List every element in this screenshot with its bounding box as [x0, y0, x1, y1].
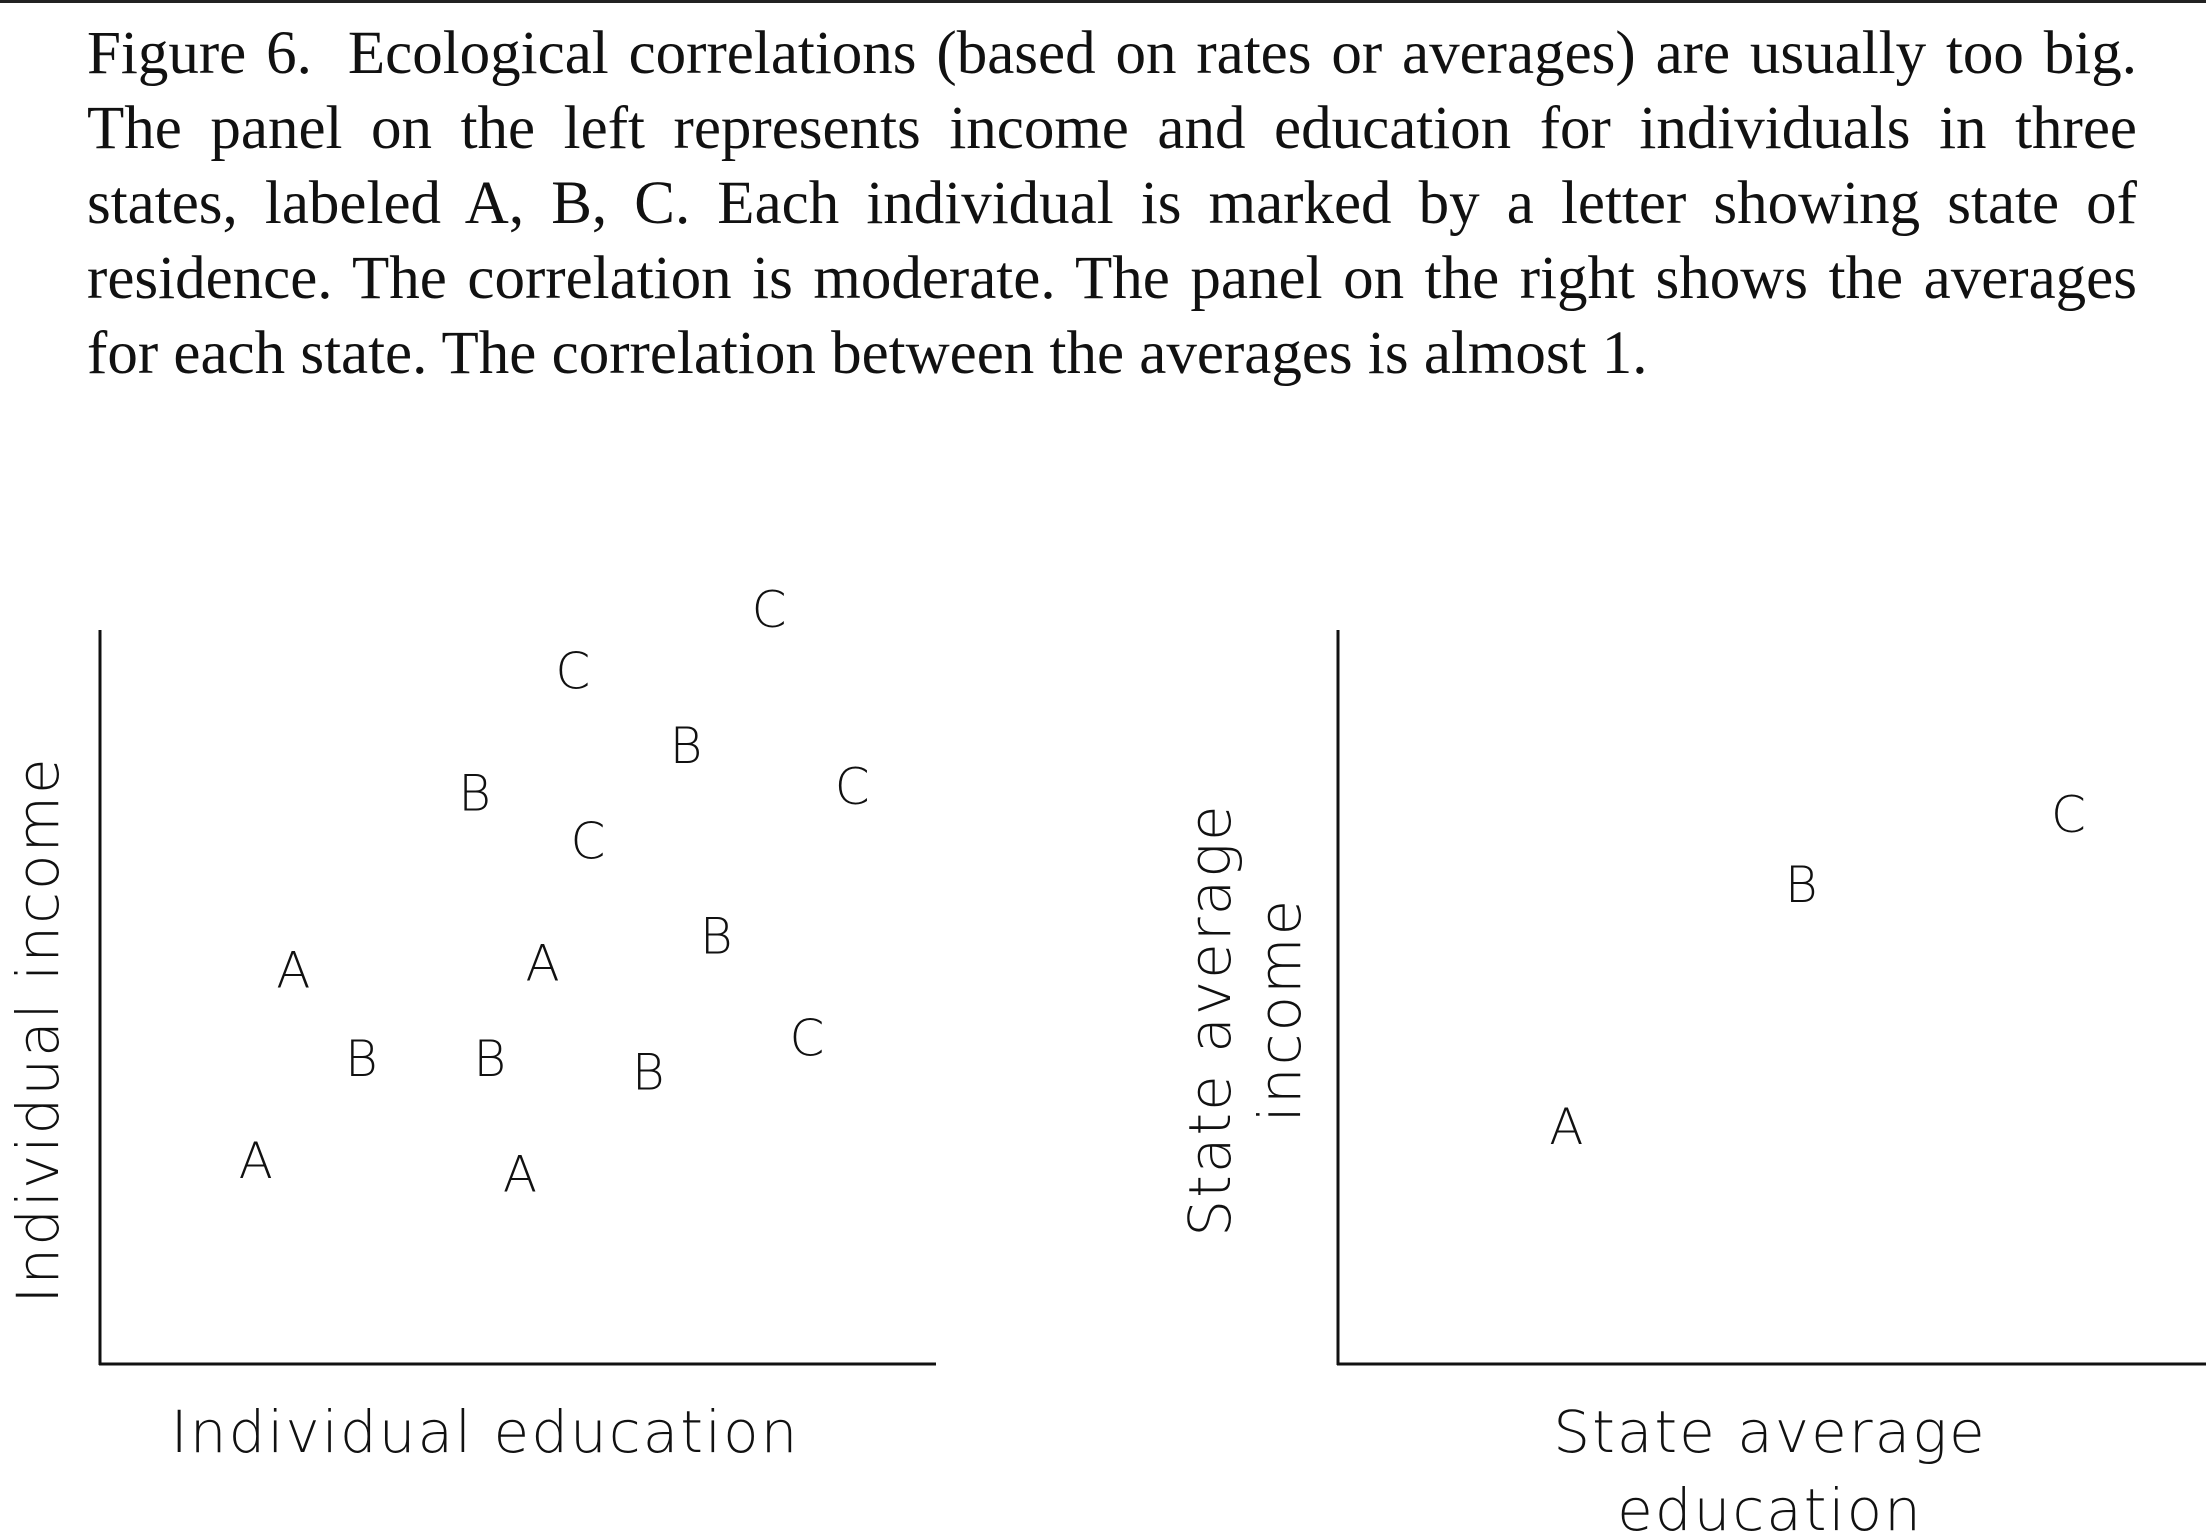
right-point-b-1: B	[1785, 856, 1818, 914]
top-rule	[0, 0, 2206, 3]
figure-caption: Figure 6. Ecological correlations (based …	[87, 16, 2137, 391]
left-point-b-11: B	[700, 908, 733, 966]
left-point-a-5: A	[525, 935, 559, 993]
right-y-axis-label-line1: State average	[1176, 803, 1244, 1236]
right-point-a-0: A	[1549, 1098, 1583, 1156]
left-point-c-13: C	[789, 1010, 824, 1068]
left-point-c-7: C	[555, 642, 590, 700]
left-point-b-3: B	[473, 1030, 506, 1088]
left-point-b-10: B	[670, 717, 703, 775]
right-panel: A B C State average education State averag…	[1176, 630, 2206, 1536]
figure-label: Figure 6.	[87, 20, 312, 87]
left-point-c-8: C	[570, 812, 605, 870]
right-points: A B C	[1549, 786, 2086, 1156]
left-point-a-1: A	[276, 942, 310, 1000]
left-y-axis-label: Individual income	[4, 756, 72, 1303]
left-point-b-6: B	[458, 765, 491, 823]
caption-text: Ecological correlations (based on rates …	[87, 20, 2137, 387]
left-point-c-14: C	[835, 758, 870, 816]
right-y-axis-label-line2: income	[1246, 898, 1314, 1122]
left-point-a-0: A	[239, 1132, 273, 1190]
left-point-c-12: C	[752, 581, 787, 639]
right-x-axis-label-line1: State average	[1553, 1398, 1986, 1466]
left-point-a-4: A	[503, 1146, 537, 1204]
left-point-b-2: B	[345, 1030, 378, 1088]
right-point-c-2: C	[2051, 786, 2086, 844]
left-point-b-9: B	[632, 1044, 665, 1102]
left-x-axis-label: Individual education	[171, 1398, 800, 1466]
right-x-axis-label-line2: education	[1617, 1476, 1923, 1536]
